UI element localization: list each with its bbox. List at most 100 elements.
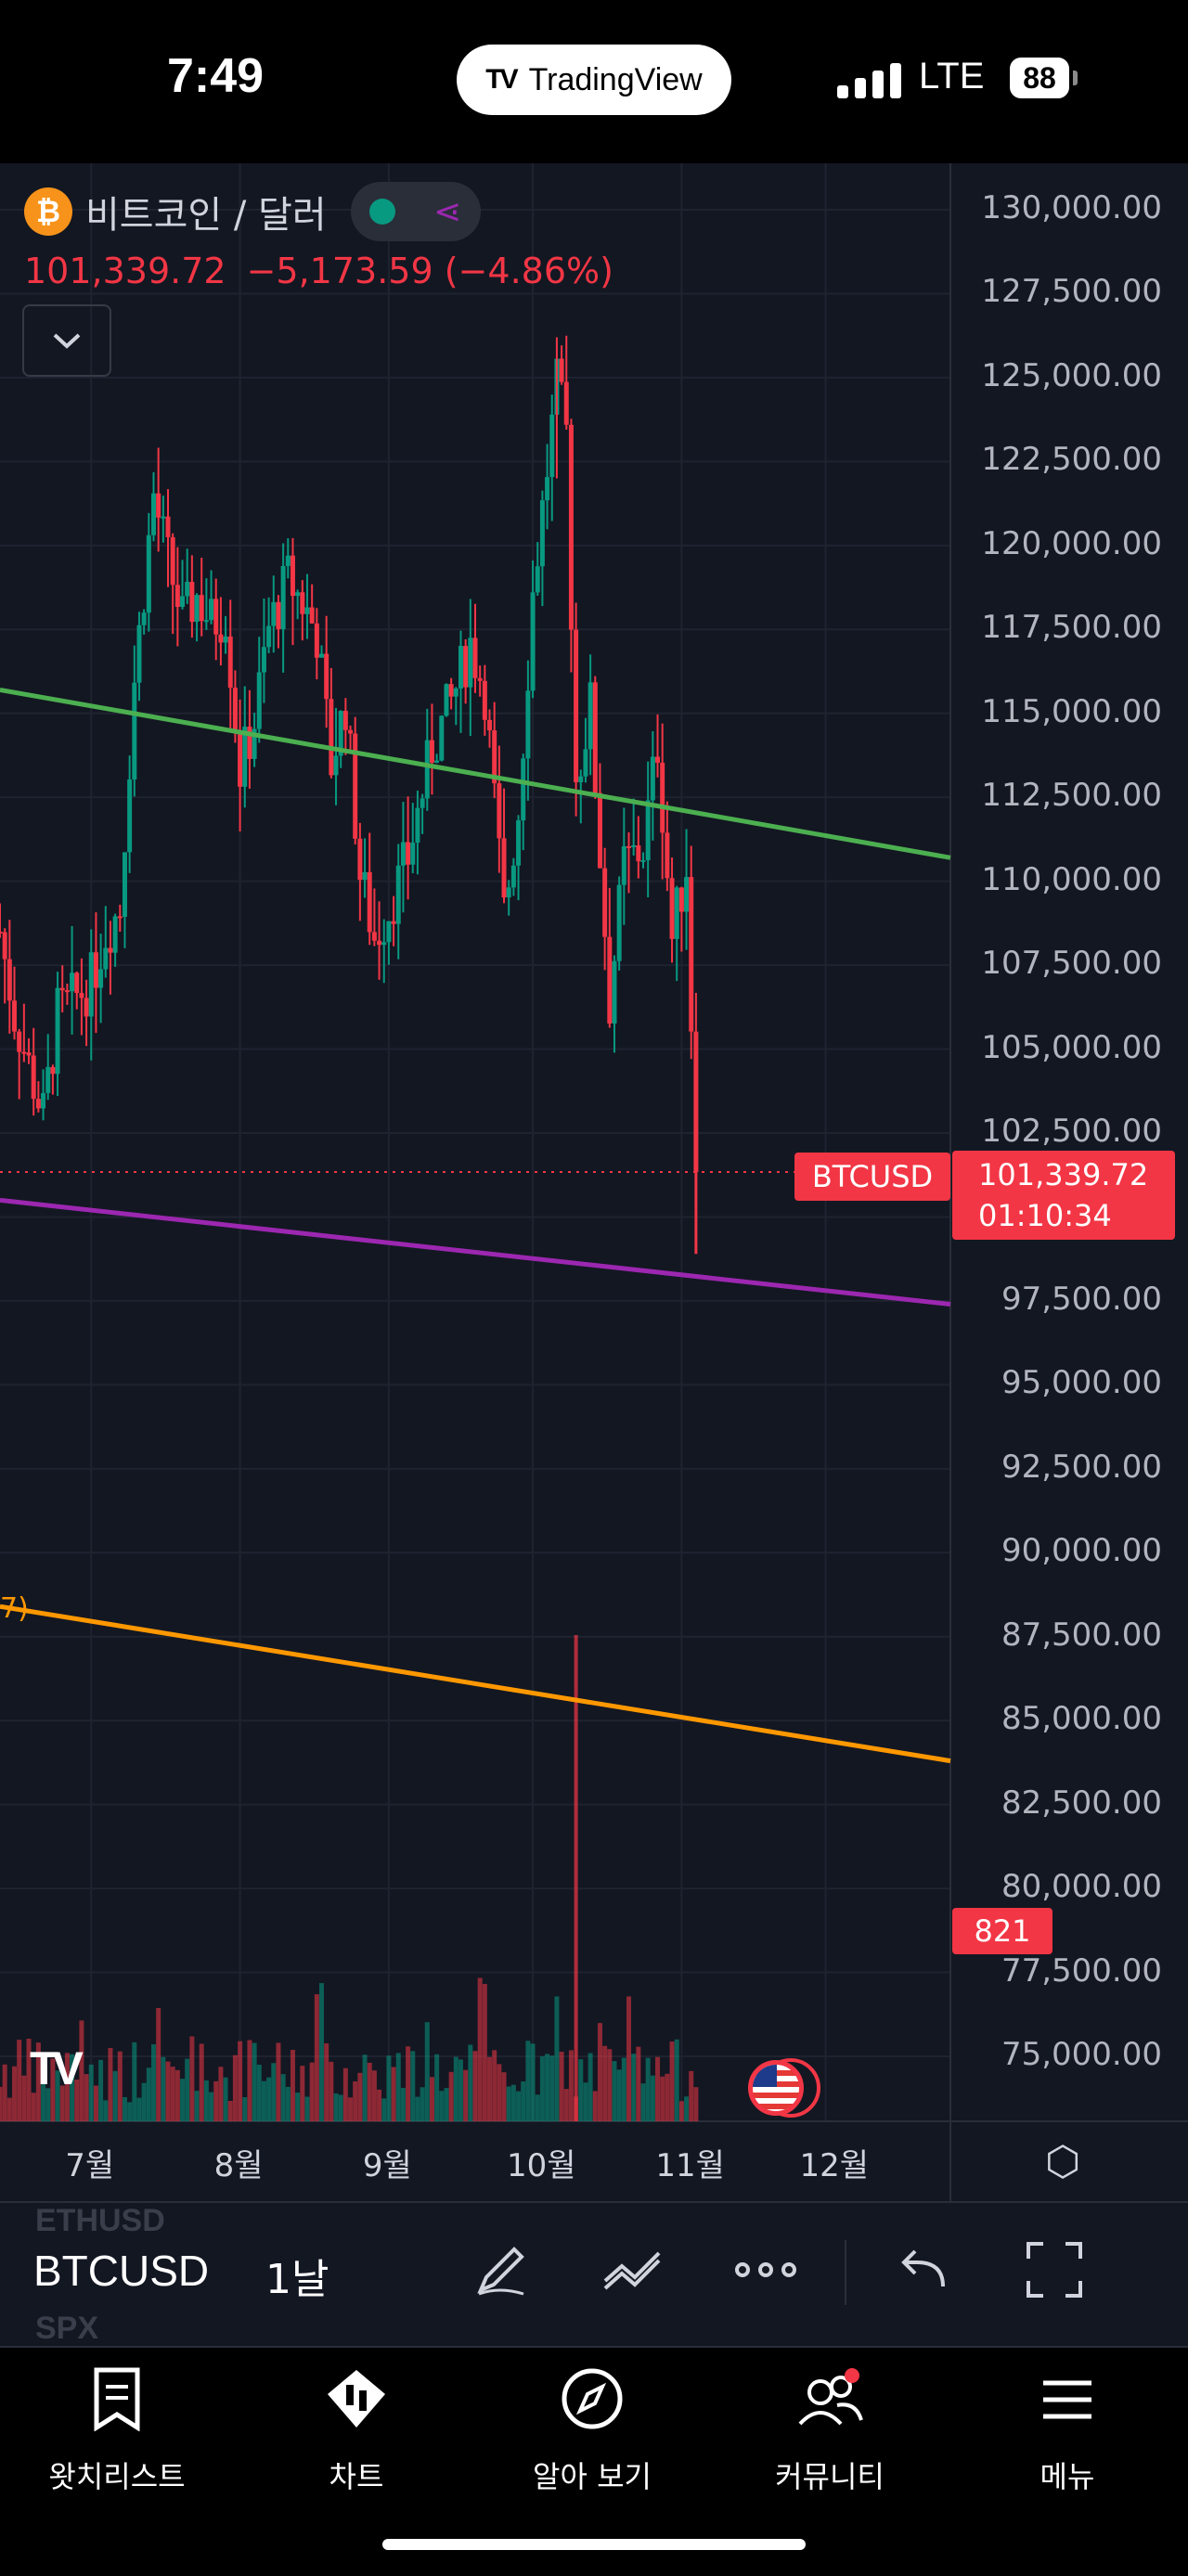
price-axis-label: 92,500.00 [1001,1448,1162,1486]
candle-body [521,758,526,821]
candle-body [487,719,493,731]
volume-bar [342,2067,348,2121]
price-axis-label: 122,500.00 [981,441,1162,479]
volume-bar [592,2091,598,2121]
candle-body [31,1055,36,1100]
nav-community[interactable]: 커뮤니티 [737,2366,923,2496]
volume-bar [0,2086,3,2121]
us-flag-icon[interactable] [748,2060,804,2116]
candle-body [616,884,622,961]
volume-bar [492,2050,497,2121]
candle-body [684,877,690,912]
legend-collapse-button[interactable] [22,304,111,377]
volume-bar [563,2089,569,2121]
symbol-legend[interactable]: ₿ 비트코인 / 달러 ⋖ [24,182,481,241]
candle-body [70,972,75,992]
candle-body [127,779,133,853]
candle-body [280,565,286,630]
candle-body [64,990,70,993]
candle-body [213,599,219,635]
battery-icon: 88 [1010,58,1078,98]
volume-bar [285,2086,291,2121]
volume-bar [669,2041,675,2121]
chart-settings-icon[interactable]: ⬡ [1045,2138,1081,2185]
volume-bar [333,2093,339,2121]
candle-body [12,1000,18,1032]
candle-body [21,1051,27,1054]
candle-body [194,595,200,623]
volume-bar [185,2058,190,2121]
undo-icon[interactable] [897,2240,956,2312]
volume-bar [395,2053,401,2121]
symbol-title[interactable]: 비트코인 / 달러 [85,194,327,237]
candle-body [477,677,483,681]
volume-bar [607,2049,613,2121]
more-icon[interactable] [733,2240,798,2312]
volume-bar [271,2063,277,2121]
price-axis-label: 85,000.00 [1001,1700,1162,1738]
app-pill[interactable]: TV TradingView [457,45,731,115]
candle-body [252,728,257,759]
candle-body [276,601,281,630]
nav-watchlist[interactable]: 왓치리스트 [24,2366,210,2496]
candle-body [319,653,325,658]
share-icon[interactable]: ⋖ [433,192,462,231]
candle-body [568,424,574,630]
volume-bar [132,2041,137,2121]
time-axis-label: 7월 [65,2147,115,2184]
candle-body [650,756,655,801]
candle-body [74,972,80,994]
candle-body [108,947,113,953]
candle-body [424,740,430,799]
volume-bar [98,2059,104,2121]
interval-selector[interactable]: 1날 [265,2256,329,2303]
candle-body [621,845,626,885]
line-tool-icon[interactable] [601,2240,666,2312]
candle-body [6,959,12,1001]
bitcoin-icon: ₿ [24,187,72,236]
legend-actions[interactable]: ⋖ [350,182,481,241]
home-indicator[interactable] [382,2539,806,2550]
candle-body [88,952,94,1017]
tradingview-logo-icon: TV [485,64,518,95]
candle-body [185,582,190,597]
next-symbol-ghost[interactable]: SPX [35,2311,99,2346]
candle-body [539,500,545,567]
fullscreen-icon[interactable] [1025,2240,1084,2312]
volume-bar [645,2057,651,2121]
candle-body [122,852,127,917]
volume-bar [74,2079,80,2121]
chart-toolbar: ETHUSD BTCUSD 1날 SPX [0,2201,1188,2348]
volume-bar [12,2066,18,2121]
volume-bar [406,2046,411,2121]
candle-body [448,684,454,697]
candle-body [377,940,382,946]
pen-icon[interactable] [471,2240,531,2312]
candle-body [458,646,463,689]
volume-bar [684,2096,690,2121]
volume-bar [31,2093,36,2121]
volume-bar [448,2071,454,2121]
time-axis-label: 12월 [799,2147,870,2184]
volume-bar [161,2056,166,2121]
symbol-selector[interactable]: BTCUSD [33,2247,210,2295]
candle-body [59,987,65,991]
price-change: −5,173.59 (−4.86%) [246,251,613,291]
candle-body [0,931,3,934]
volume-bar [626,1996,631,2121]
prev-symbol-ghost[interactable]: ETHUSD [35,2203,165,2238]
candle-body [271,601,277,626]
volume-bar [453,2056,458,2121]
volume-bar [463,2069,469,2121]
volume-bar [693,2087,699,2121]
candle-body [400,842,406,866]
candle-body [592,682,598,793]
volume-bar [535,2094,540,2121]
nav-chart[interactable]: 차트 [264,2366,449,2496]
nav-explore[interactable]: 알아 보기 [499,2366,685,2496]
volume-bar [510,2084,516,2121]
nav-menu[interactable]: 메뉴 [975,2366,1160,2496]
price-chart[interactable] [0,163,1188,2201]
candle-body [583,749,588,777]
volume-bar [477,1977,483,2121]
